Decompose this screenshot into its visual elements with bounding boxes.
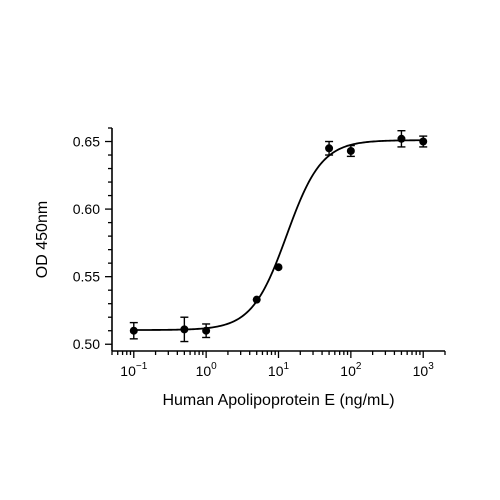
- data-point: [129, 326, 138, 335]
- x-axis-title: Human Apolipoprotein E (ng/mL): [162, 392, 394, 409]
- data-point: [325, 144, 334, 153]
- y-tick-label: 0.60: [73, 201, 100, 217]
- x-axis-ticks: 10−1 100 101 102 103: [111, 351, 446, 379]
- x-tick-label: 10−1: [120, 361, 147, 379]
- x-tick-label: 100: [196, 361, 218, 379]
- x-tick-label: 101: [268, 361, 290, 379]
- y-tick-label: 0.65: [73, 134, 100, 150]
- x-tick-label: 103: [413, 361, 435, 379]
- y-tick-label: 0.50: [73, 336, 100, 352]
- data-point: [180, 325, 189, 334]
- y-axis-title: OD 450nm: [34, 201, 51, 278]
- y-tick-label: 0.55: [73, 269, 100, 285]
- data-point: [274, 263, 283, 272]
- data-point: [252, 295, 261, 304]
- data-point: [419, 137, 428, 146]
- y-axis-ticks: 0.50 0.55 0.60 0.65: [73, 127, 112, 352]
- fit-curve: [133, 139, 424, 331]
- data-point: [202, 326, 211, 335]
- data-point: [397, 134, 406, 143]
- data-point: [346, 146, 355, 155]
- x-tick-label: 102: [340, 361, 362, 379]
- data-points: [129, 130, 428, 343]
